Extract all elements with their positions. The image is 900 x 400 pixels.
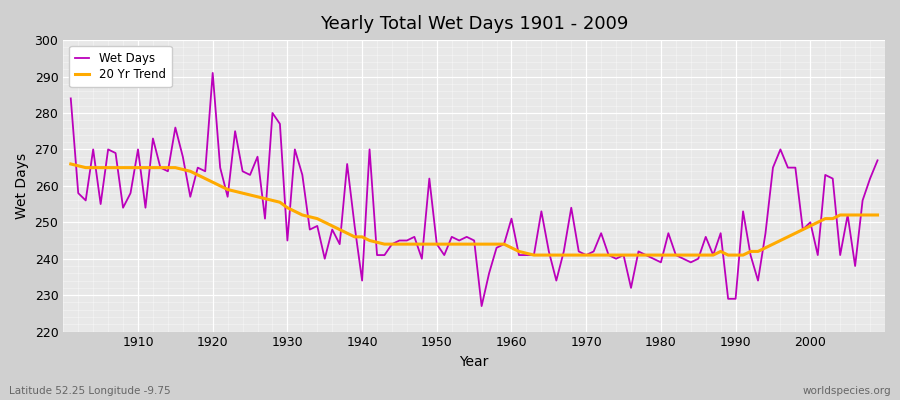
Wet Days [872, 158, 883, 163]
Wet Days [66, 96, 77, 101]
Line: 20 Yr Trend: 20 Yr Trend [71, 164, 878, 255]
Text: worldspecies.org: worldspecies.org [803, 386, 891, 396]
20 Yr Trend [603, 253, 614, 258]
Legend: Wet Days, 20 Yr Trend: Wet Days, 20 Yr Trend [69, 46, 172, 87]
Wet Days [125, 191, 136, 196]
Wet Days [514, 253, 525, 258]
Line: Wet Days: Wet Days [71, 73, 878, 306]
Wet Days [297, 172, 308, 177]
20 Yr Trend [528, 253, 539, 258]
Y-axis label: Wet Days: Wet Days [15, 153, 29, 219]
Title: Yearly Total Wet Days 1901 - 2009: Yearly Total Wet Days 1901 - 2009 [320, 15, 628, 33]
20 Yr Trend [872, 212, 883, 217]
Text: Latitude 52.25 Longitude -9.75: Latitude 52.25 Longitude -9.75 [9, 386, 171, 396]
20 Yr Trend [125, 165, 136, 170]
Wet Days [521, 253, 532, 258]
X-axis label: Year: Year [460, 355, 489, 369]
20 Yr Trend [290, 209, 301, 214]
20 Yr Trend [506, 245, 517, 250]
Wet Days [342, 162, 353, 166]
Wet Days [476, 304, 487, 308]
20 Yr Trend [499, 242, 509, 246]
20 Yr Trend [66, 162, 77, 166]
20 Yr Trend [334, 227, 345, 232]
Wet Days [207, 70, 218, 75]
Wet Days [611, 256, 622, 261]
